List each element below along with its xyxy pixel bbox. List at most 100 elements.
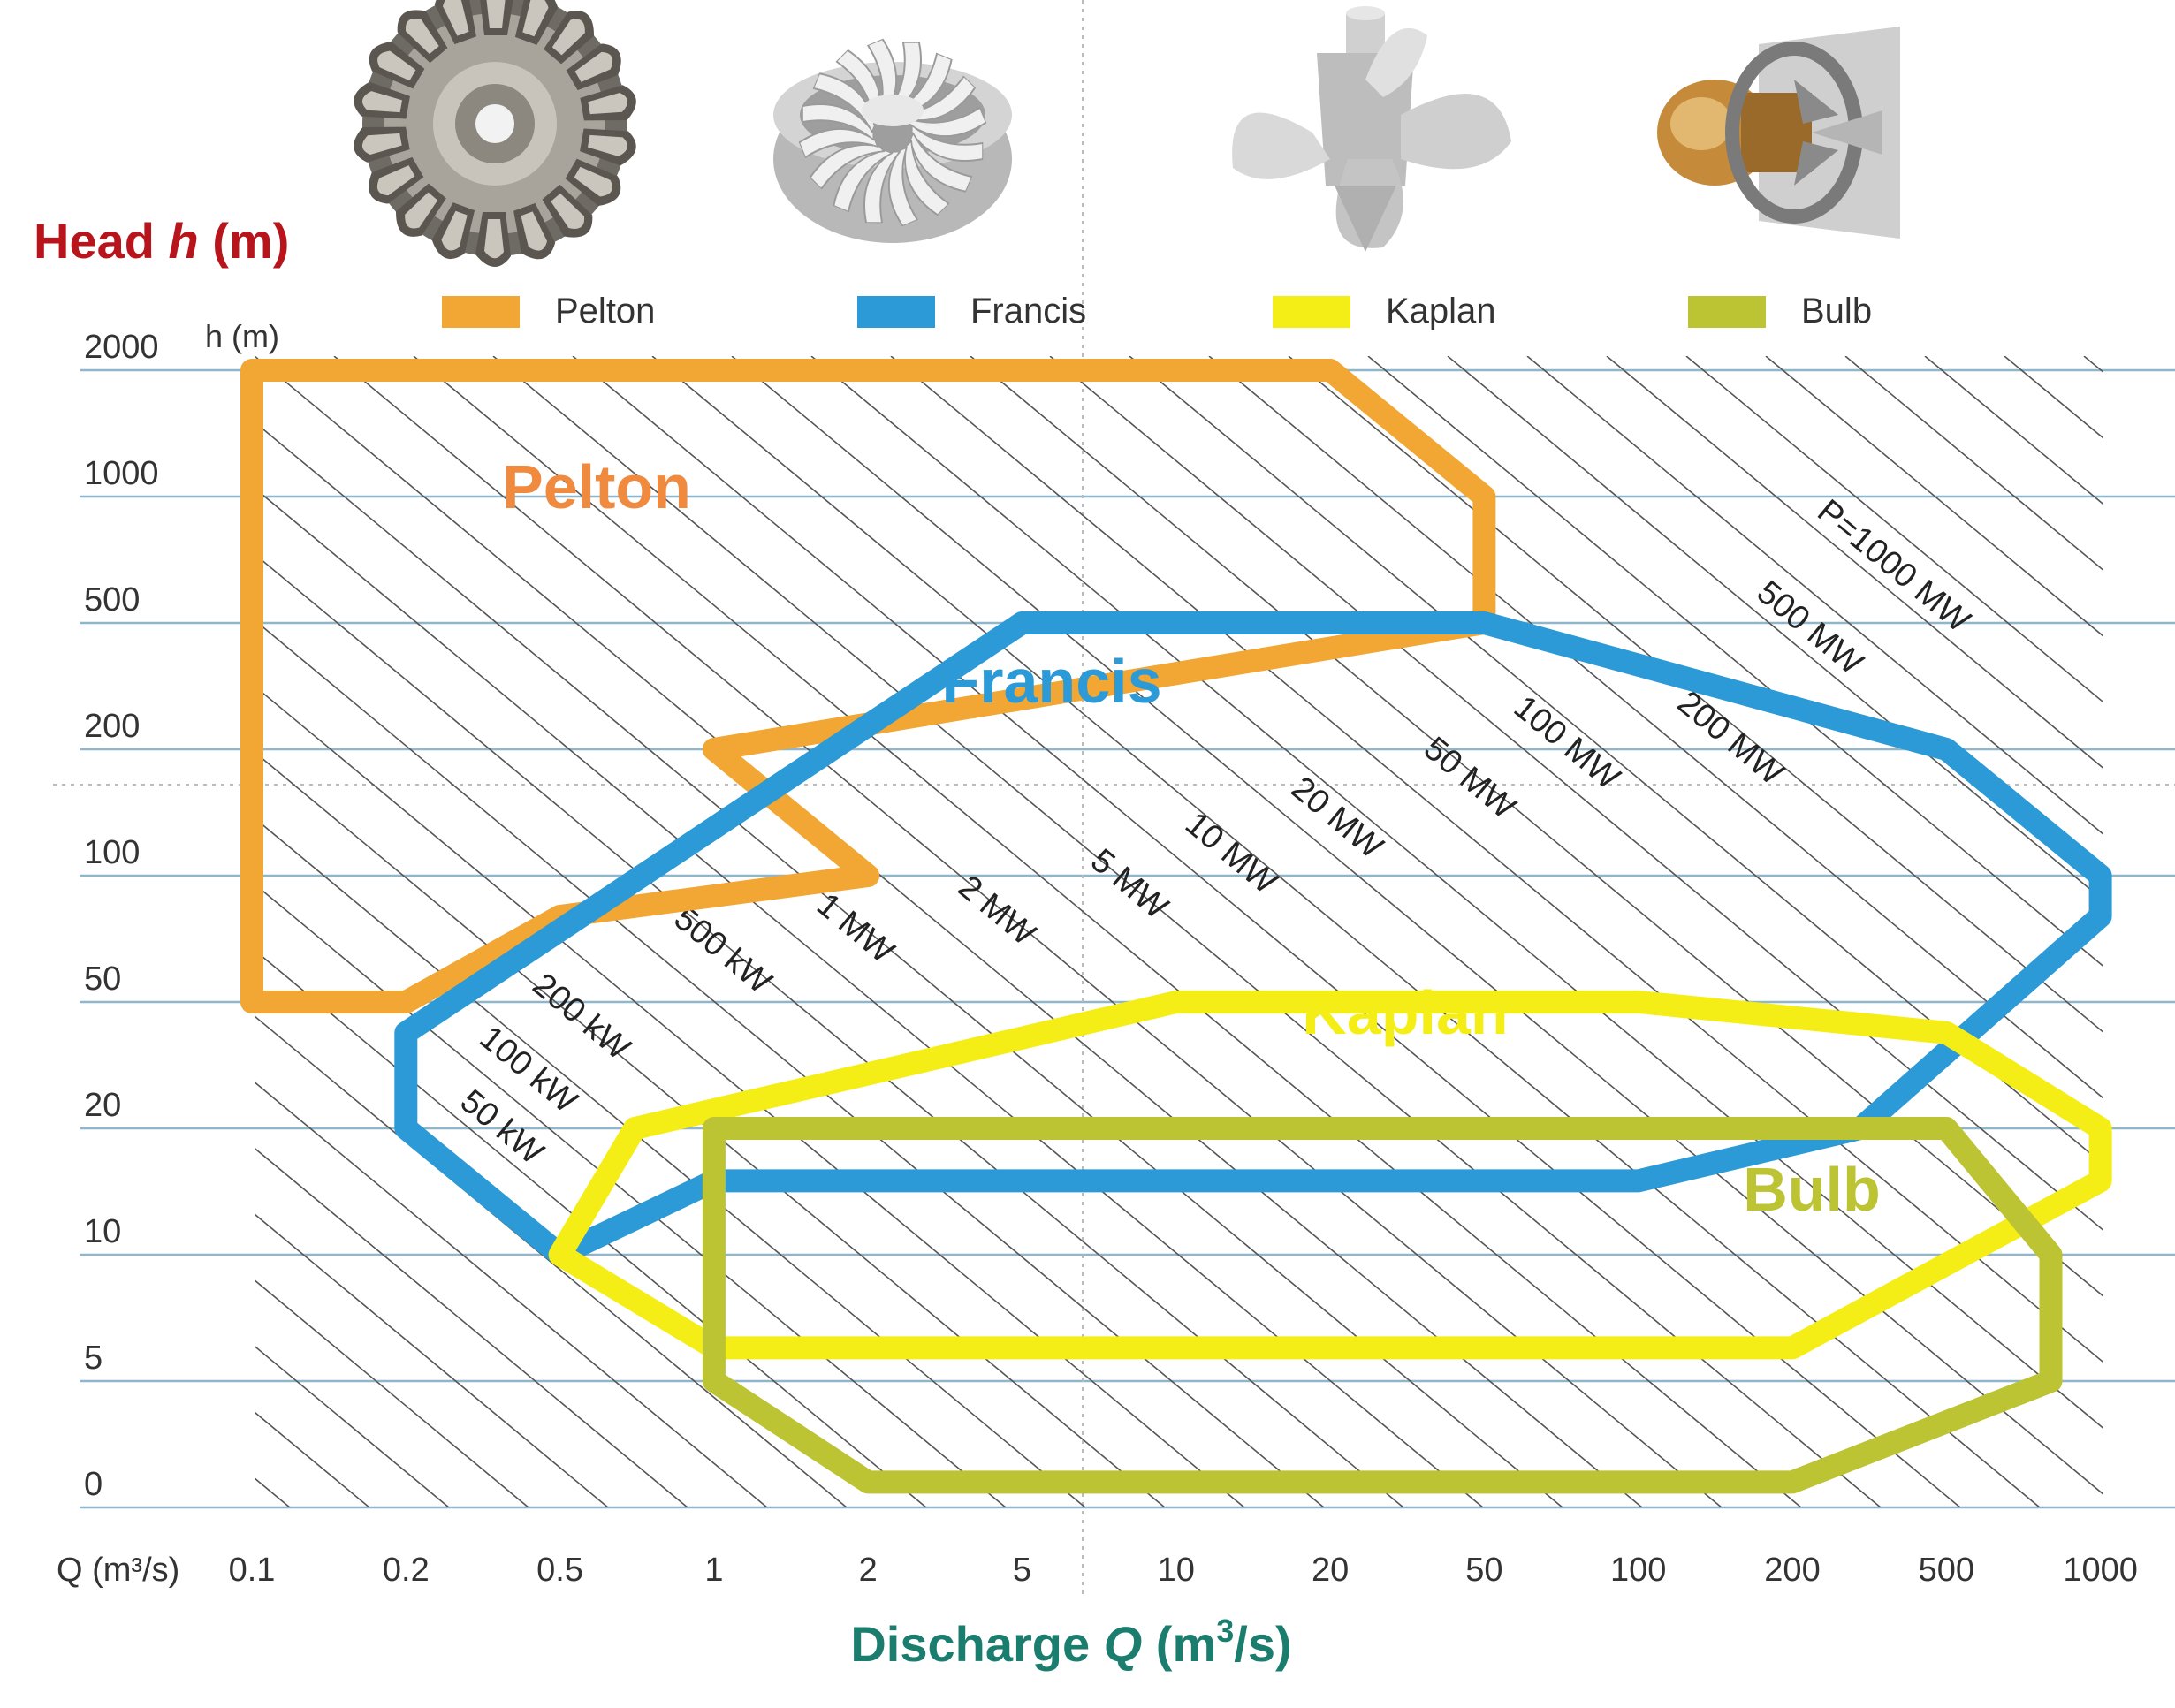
power-hatch-line	[333, 356, 1723, 1507]
power-hatch-line	[255, 1411, 370, 1507]
x-tick-label: 0.5	[536, 1552, 583, 1589]
x-tick-label: 500	[1919, 1552, 1974, 1589]
power-hatch-line	[1526, 356, 2103, 836]
power-hatch-line	[2164, 356, 2175, 1507]
pelton-bucket	[513, 202, 556, 260]
pelton-bucket	[369, 41, 425, 89]
y-tick-label: 20	[84, 1087, 121, 1124]
francis-blade	[904, 140, 950, 216]
power-hatch-line	[1367, 356, 2103, 968]
power-hatch-line	[255, 421, 1563, 1507]
power-hatch-line	[651, 356, 2041, 1507]
x-tick-label: 5	[1013, 1552, 1031, 1589]
x-tick-label: 20	[1312, 1552, 1349, 1589]
x-tick-label: 50	[1465, 1552, 1502, 1589]
pelton-bucket	[397, 10, 448, 64]
y-tick-label: 5	[84, 1340, 103, 1377]
francis-blade	[907, 106, 987, 138]
turbine-images	[354, 0, 1900, 268]
power-hatch-line	[255, 1081, 768, 1507]
power-hatch-line	[255, 1213, 609, 1507]
power-hatch-line	[255, 1345, 450, 1507]
pelton-bucket	[565, 158, 621, 207]
axis-ticks: 0 5 10 20 50 100 200 500 1000 2000 0.1 0.2 0.5 1 2 5 10 2…	[84, 329, 2138, 1589]
francis-blade	[863, 151, 901, 224]
pelton-bucket	[544, 11, 594, 65]
power-hatch-line	[1606, 356, 2103, 770]
region-bulb	[702, 1117, 2063, 1494]
pelton-bucket	[580, 85, 636, 121]
power-hatch-line	[255, 553, 1404, 1507]
power-hatch-line	[1288, 356, 2103, 1034]
francis-runner-illustration	[773, 38, 1012, 243]
pelton-bucket	[396, 183, 446, 237]
region-label-pelton: Pelton	[502, 452, 691, 521]
power-hatch-line	[255, 949, 927, 1507]
y-tick-label: 100	[84, 834, 140, 871]
legend-entry-kaplan: Kaplan	[1273, 292, 1496, 330]
region-label-francis: Francis	[942, 647, 1162, 716]
pelton-bucket	[434, 0, 476, 45]
legend-entry-pelton: Pelton	[442, 292, 655, 330]
power-hatch-line	[413, 356, 1802, 1507]
legend-label: Bulb	[1801, 292, 1872, 330]
power-line-label: P=1000 MW	[1810, 492, 1977, 640]
pelton-bucket	[480, 0, 513, 35]
francis-blade	[887, 147, 919, 227]
power-hatch-line	[0, 356, 131, 1507]
power-hatch-line	[255, 883, 1007, 1507]
power-hatch-line	[255, 816, 1086, 1507]
bulb-turbine-illustration	[1657, 27, 1900, 239]
power-hatch-line	[1765, 356, 2103, 638]
region-label-bulb: Bulb	[1743, 1155, 1881, 1224]
y-tick-label: 1000	[84, 455, 159, 492]
x-tick-label: 100	[1610, 1552, 1666, 1589]
francis-blade	[798, 127, 878, 159]
power-hatch-line	[255, 751, 1166, 1507]
legend-swatch	[1273, 296, 1350, 328]
legend-swatch	[857, 296, 935, 328]
legend-swatch	[1688, 296, 1766, 328]
power-line-label: 10 MW	[1178, 805, 1284, 901]
region-pelton	[240, 359, 1496, 1013]
pelton-bucket	[580, 128, 636, 166]
legend-entry-bulb: Bulb	[1688, 292, 1872, 330]
power-hatch-line	[1844, 356, 2103, 572]
chart-grid	[53, 0, 2175, 1599]
x-tick-label: 0.1	[229, 1552, 276, 1589]
pelton-bucket	[514, 0, 559, 45]
power-hatch-line	[1208, 356, 2103, 1099]
y-tick-label: 10	[84, 1213, 121, 1250]
francis-blade	[802, 103, 874, 141]
power-hatch-line	[255, 1014, 848, 1507]
kaplan-runner-illustration	[1232, 6, 1511, 252]
power-hatch-line	[970, 356, 2103, 1298]
power-hatch-line	[0, 356, 210, 1507]
power-hatch-line	[255, 487, 1484, 1507]
power-hatch-line	[1685, 356, 2103, 703]
power-hatch-line	[572, 356, 1961, 1507]
y-axis-inner-label: h (m)	[205, 318, 279, 354]
power-line-label: 200 kW	[526, 966, 637, 1067]
power-hatch-line	[255, 619, 1325, 1507]
pelton-bucket	[369, 156, 424, 204]
power-line-label: 100 MW	[1507, 688, 1627, 797]
power-hatch-line	[255, 1279, 529, 1507]
x-axis-title: Discharge Q (m3/s)	[850, 1613, 1291, 1672]
region-francis	[394, 611, 2112, 1266]
power-line-label: 1 MW	[810, 886, 901, 971]
francis-blade	[809, 144, 886, 190]
legend-label: Pelton	[555, 292, 655, 330]
region-labels: Pelton Francis Kaplan Bulb	[502, 452, 1881, 1224]
francis-blade	[911, 124, 984, 162]
francis-blade	[833, 149, 894, 213]
pelton-bucket	[475, 212, 511, 268]
power-hatch-line	[1447, 356, 2103, 901]
pelton-bucket	[542, 184, 593, 238]
x-tick-label: 10	[1158, 1552, 1195, 1589]
power-line-label: 500 kW	[667, 900, 779, 1001]
y-tick-label: 200	[84, 708, 140, 745]
power-hatch-line	[0, 356, 51, 1507]
y-tick-label: 500	[84, 581, 140, 619]
